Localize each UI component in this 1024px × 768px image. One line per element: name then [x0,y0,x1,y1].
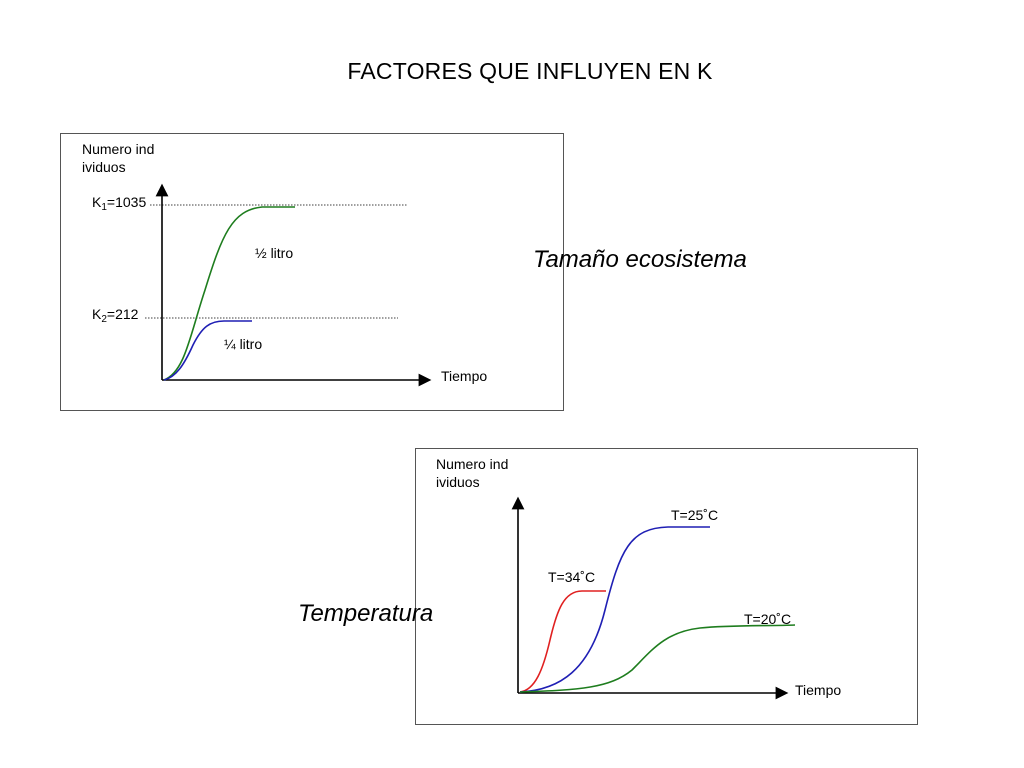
series-label-quarter-liter: ¼ litro [224,336,263,352]
x-axis-label-1: Tiempo [441,368,488,384]
k1-label: K1=1035 [92,194,147,213]
y-axis-label-2: Numero individuos [436,456,509,490]
curve-t20 [519,624,796,693]
curve-quarter-liter [163,320,252,381]
curve-t34 [519,590,606,693]
series-label-t34: T=34˚C [548,569,596,585]
caption-temperature: Temperatura [298,600,434,627]
caption-ecosystem-size: Tamaño ecosistema [533,246,747,273]
series-label-t25: T=25˚C [671,507,719,523]
curve-t25 [519,526,710,693]
page-title: FACTORES QUE INFLUYEN EN K [347,58,713,84]
y-axis-label-1: Numero individuos [82,141,155,175]
chart-panel-ecosystem-size [60,133,564,411]
x-axis-label-2: Tiempo [795,682,842,698]
curve-half-liter [163,206,295,381]
series-label-half-liter: ½ litro [255,245,294,261]
k2-label: K2=212 [92,306,139,325]
series-label-t20: T=20˚C [744,611,792,627]
